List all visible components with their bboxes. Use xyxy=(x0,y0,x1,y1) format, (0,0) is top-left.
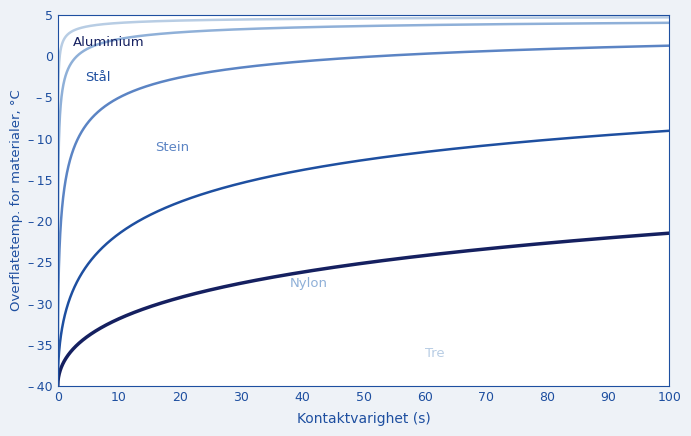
Text: Stål: Stål xyxy=(85,71,111,84)
X-axis label: Kontaktvarighet (s): Kontaktvarighet (s) xyxy=(296,412,430,426)
Text: Tre: Tre xyxy=(425,347,444,360)
Text: Aluminium: Aluminium xyxy=(73,36,144,49)
Text: Stein: Stein xyxy=(155,141,190,154)
Text: Nylon: Nylon xyxy=(290,277,328,290)
Y-axis label: Overflatetemp. for materialer, °C: Overflatetemp. for materialer, °C xyxy=(10,89,23,311)
